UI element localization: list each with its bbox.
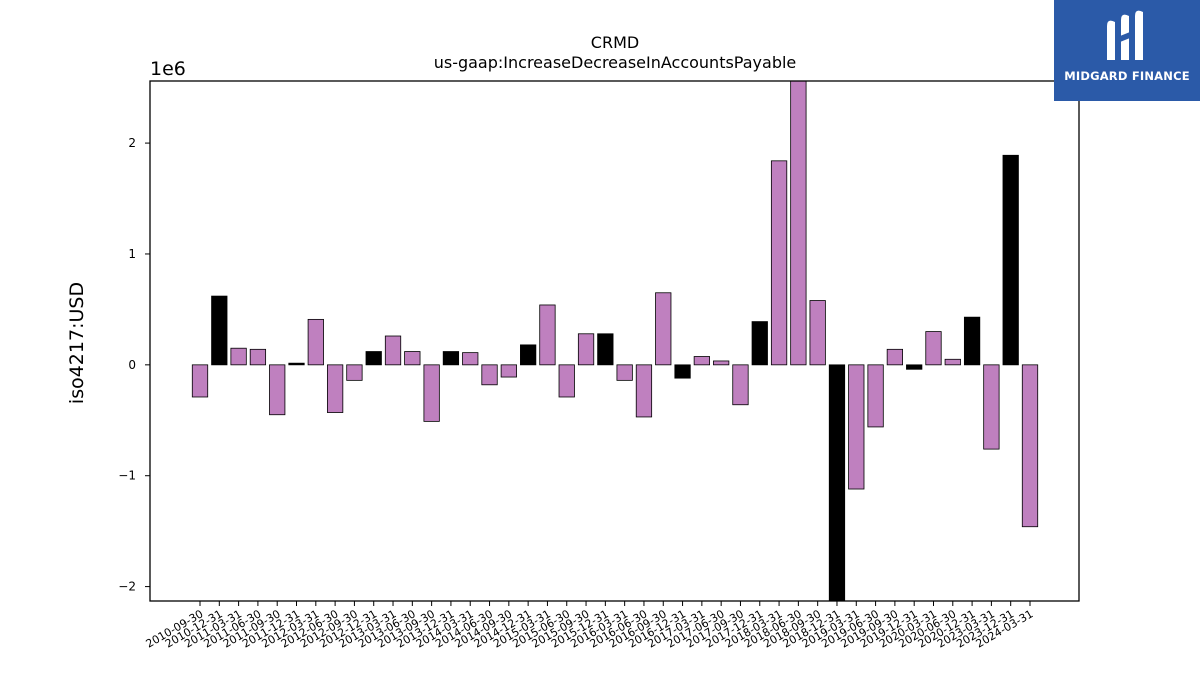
midgard-finance-logo: MIDGARD FINANCE xyxy=(1054,0,1200,101)
bar-2019-12-31 xyxy=(906,364,923,370)
y-tick-label: −1 xyxy=(118,469,136,483)
y-tick-label: 2 xyxy=(128,136,136,150)
bar-2011-09-30 xyxy=(269,364,286,416)
bar-2017-06-30 xyxy=(713,360,730,366)
bar-2018-03-31 xyxy=(770,160,788,366)
bar-2015-09-30 xyxy=(577,333,595,366)
bar-2010-09-30 xyxy=(191,364,209,398)
bar-2011-06-30 xyxy=(249,348,267,366)
logo-text: MIDGARD FINANCE xyxy=(1064,69,1190,83)
bar-2017-12-31 xyxy=(751,321,768,366)
y-tick-label: 1 xyxy=(128,247,136,261)
bar-2023-12-31 xyxy=(1002,154,1019,366)
bar-2016-09-30 xyxy=(655,292,672,366)
bar-2020-12-31 xyxy=(963,316,981,366)
bar-2015-12-31 xyxy=(597,333,614,366)
y-axis-label: iso4217:USD xyxy=(66,282,88,404)
bar-2016-03-31 xyxy=(616,364,633,381)
y-tick-label: 0 xyxy=(128,358,136,372)
bar-2024-03-31 xyxy=(1021,364,1039,528)
bar-2020-03-31 xyxy=(925,331,942,366)
bars-group xyxy=(191,80,1039,602)
bar-2013-09-30 xyxy=(423,364,440,422)
logo-mark-icon xyxy=(1107,10,1143,61)
bar-2012-12-31 xyxy=(365,351,382,366)
bar-2020-06-30 xyxy=(944,358,961,366)
bar-2013-06-30 xyxy=(404,351,421,366)
bar-2013-12-31 xyxy=(442,351,460,366)
y-offset-label: 1e6 xyxy=(150,58,186,80)
bar-2014-09-30 xyxy=(500,364,517,378)
bar-2018-12-31 xyxy=(828,364,846,602)
bar-2019-09-30 xyxy=(886,348,903,366)
bar-2016-12-31 xyxy=(674,364,691,379)
plot-frame xyxy=(149,80,1080,602)
bar-2016-06-30 xyxy=(635,364,653,418)
bar-2018-06-30 xyxy=(790,80,807,366)
x-ticks-group: 2010-09-302010-12-312011-03-312011-06-30… xyxy=(144,601,1036,651)
bar-2017-03-31 xyxy=(693,356,710,366)
bar-2018-09-30 xyxy=(809,300,826,366)
bar-2012-09-30 xyxy=(346,364,363,381)
bar-2010-12-31 xyxy=(211,295,228,366)
bar-2011-12-31 xyxy=(288,362,305,366)
bar-2011-03-31 xyxy=(230,347,247,366)
chart-title: CRMD xyxy=(591,33,639,52)
bar-2014-03-31 xyxy=(462,352,479,366)
bar-2017-09-30 xyxy=(732,364,749,406)
bar-2014-06-30 xyxy=(481,364,498,386)
bar-2012-06-30 xyxy=(326,364,344,413)
bar-2013-03-31 xyxy=(384,335,402,366)
chart-subtitle: us-gaap:IncreaseDecreaseInAccountsPayabl… xyxy=(434,53,797,72)
y-tick-label: −2 xyxy=(118,580,136,594)
bar-2019-06-30 xyxy=(867,364,884,428)
bar-2015-03-31 xyxy=(539,304,556,366)
bar-2012-03-31 xyxy=(307,318,324,366)
bar-2015-06-30 xyxy=(558,364,575,398)
bar-2019-03-31 xyxy=(848,364,865,490)
bar-2014-12-31 xyxy=(520,344,537,366)
bar-2023-03-31 xyxy=(983,364,1000,450)
y-ticks-group: −2 −1 0 1 2 xyxy=(118,136,150,594)
